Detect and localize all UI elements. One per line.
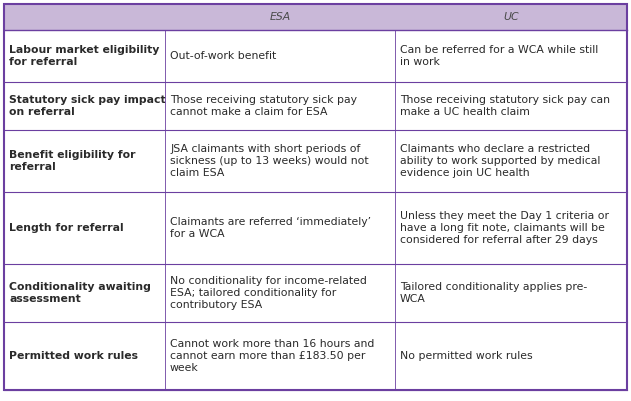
Bar: [4, 192, 627, 264]
Bar: [4, 264, 627, 322]
Text: No permitted work rules: No permitted work rules: [400, 351, 533, 361]
Text: UC: UC: [503, 12, 519, 22]
Text: Benefit eligibility for
referral: Benefit eligibility for referral: [9, 150, 136, 172]
Text: Unless they meet the Day 1 criteria or
have a long fit note, claimants will be
c: Unless they meet the Day 1 criteria or h…: [400, 211, 609, 245]
Text: Permitted work rules: Permitted work rules: [9, 351, 138, 361]
Text: Labour market eligibility
for referral: Labour market eligibility for referral: [9, 45, 160, 67]
Bar: [4, 82, 627, 130]
Text: Those receiving statutory sick pay
cannot make a claim for ESA: Those receiving statutory sick pay canno…: [170, 95, 357, 117]
Text: JSA claimants with short periods of
sickness (up to 13 weeks) would not
claim ES: JSA claimants with short periods of sick…: [170, 144, 369, 178]
Bar: [4, 30, 627, 82]
Text: Out-of-work benefit: Out-of-work benefit: [170, 51, 276, 61]
Text: Claimants who declare a restricted
ability to work supported by medical
evidence: Claimants who declare a restricted abili…: [400, 144, 600, 178]
Text: Conditionality awaiting
assessment: Conditionality awaiting assessment: [9, 282, 151, 304]
Text: No conditionality for income-related
ESA; tailored conditionality for
contributo: No conditionality for income-related ESA…: [170, 275, 367, 310]
Text: Length for referral: Length for referral: [9, 223, 124, 233]
Bar: [4, 130, 627, 192]
Bar: [4, 4, 627, 30]
Text: Statutory sick pay impact
on referral: Statutory sick pay impact on referral: [9, 95, 165, 117]
Text: Claimants are referred ‘immediately’
for a WCA: Claimants are referred ‘immediately’ for…: [170, 217, 371, 239]
Text: ESA: ESA: [269, 12, 291, 22]
Text: Those receiving statutory sick pay can
make a UC health claim: Those receiving statutory sick pay can m…: [400, 95, 610, 117]
Text: Cannot work more than 16 hours and
cannot earn more than £183.50 per
week: Cannot work more than 16 hours and canno…: [170, 338, 374, 373]
Text: Can be referred for a WCA while still
in work: Can be referred for a WCA while still in…: [400, 45, 598, 67]
Bar: [4, 322, 627, 390]
Text: Tailored conditionality applies pre-
WCA: Tailored conditionality applies pre- WCA: [400, 282, 587, 304]
